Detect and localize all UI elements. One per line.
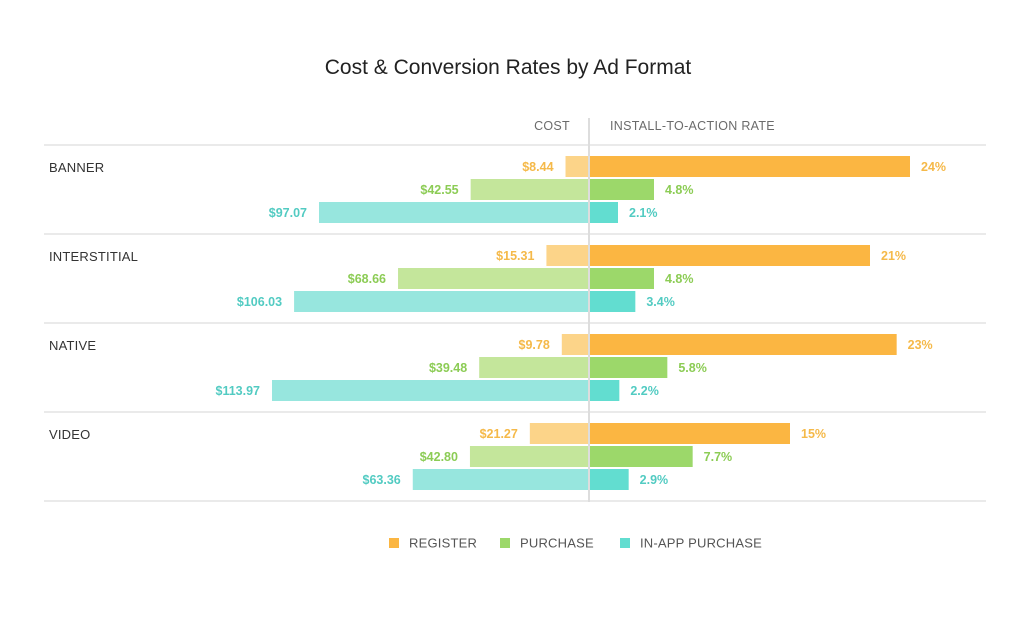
cost-label: $68.66 (348, 272, 386, 286)
legend-label: REGISTER (409, 535, 477, 550)
rate-bar (590, 179, 654, 200)
legend-label: PURCHASE (520, 535, 594, 550)
cost-bar (319, 202, 589, 223)
cost-label: $106.03 (237, 295, 282, 309)
rate-bar (590, 469, 629, 490)
cost-bar (565, 156, 589, 177)
rate-bar (590, 291, 636, 312)
cost-bar (561, 334, 589, 355)
legend-swatch (620, 538, 630, 548)
cost-label: $63.36 (363, 473, 401, 487)
legend-swatch (500, 538, 510, 548)
cost-label: $39.48 (429, 361, 467, 375)
cost-header: COST (534, 119, 570, 133)
rate-label: 3.4% (646, 295, 675, 309)
legend-label: IN-APP PURCHASE (640, 535, 762, 550)
cost-label: $8.44 (522, 160, 553, 174)
rate-bar (590, 380, 620, 401)
rate-bar (590, 446, 693, 467)
rate-bar (590, 156, 910, 177)
cost-bar (398, 268, 589, 289)
rate-label: 2.2% (630, 384, 659, 398)
cost-bar (546, 245, 589, 266)
rate-label: 15% (801, 427, 826, 441)
legend: REGISTER PURCHASE IN-APP PURCHASE (389, 535, 762, 550)
cost-label: $15.31 (496, 249, 534, 263)
cost-bar (479, 357, 589, 378)
cost-bar (470, 179, 589, 200)
cost-bar (294, 291, 589, 312)
rate-label: 4.8% (665, 272, 694, 286)
rate-label: 21% (881, 249, 906, 263)
rate-bar (590, 357, 668, 378)
category-label: BANNER (49, 160, 104, 175)
cost-label: $113.97 (216, 384, 261, 398)
rate-bar (590, 268, 654, 289)
cost-label: $9.78 (519, 338, 550, 352)
rate-label: 4.8% (665, 183, 694, 197)
rate-bar (590, 245, 870, 266)
rate-label: 2.9% (640, 473, 669, 487)
cost-label: $42.80 (420, 450, 458, 464)
rate-bar (590, 202, 618, 223)
rate-header: INSTALL-TO-ACTION RATE (610, 119, 775, 133)
rate-label: 24% (921, 160, 946, 174)
cost-label: $21.27 (480, 427, 518, 441)
cost-bar (529, 423, 589, 444)
chart-title: Cost & Conversion Rates by Ad Format (325, 56, 692, 79)
cost-label: $97.07 (269, 206, 307, 220)
legend-swatch (389, 538, 399, 548)
cost-label: $42.55 (420, 183, 458, 197)
rate-label: 23% (908, 338, 933, 352)
rate-label: 7.7% (704, 450, 733, 464)
cost-bar (272, 380, 589, 401)
rate-label: 5.8% (678, 361, 707, 375)
category-label: VIDEO (49, 427, 90, 442)
cost-bar (469, 446, 589, 467)
rate-bar (590, 423, 790, 444)
rate-bar (590, 334, 897, 355)
category-label: INTERSTITIAL (49, 249, 138, 264)
rate-label: 2.1% (629, 206, 658, 220)
category-label: NATIVE (49, 338, 96, 353)
cost-bar (412, 469, 589, 490)
